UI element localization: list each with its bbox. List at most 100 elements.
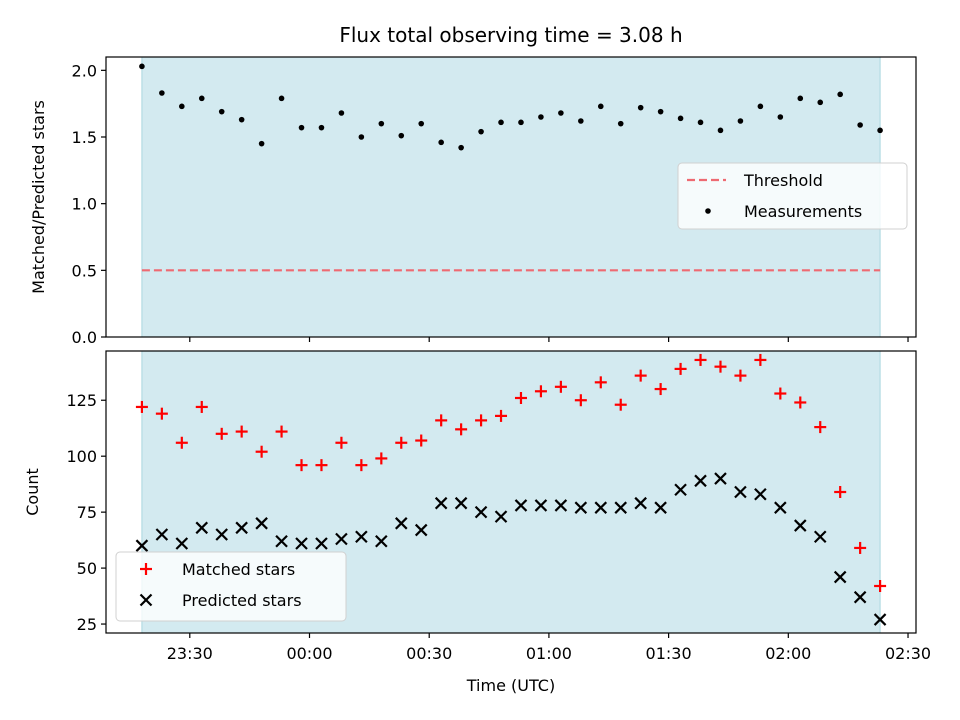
matched-star-point — [315, 459, 328, 472]
measurement-point — [298, 124, 305, 131]
predicted-star-point — [774, 501, 787, 514]
matched-star-point — [694, 353, 707, 366]
measurement-point — [777, 114, 784, 120]
matched-star-point — [475, 414, 488, 427]
matched-star-point — [734, 369, 747, 382]
matched-star-point — [295, 459, 308, 472]
predicted-star-point — [674, 483, 687, 497]
matched-star-point — [395, 436, 408, 449]
x-tick-label: 02:30 — [885, 644, 931, 663]
predicted-star-point — [514, 499, 528, 512]
measurement-point — [378, 120, 385, 127]
predicted-legend-swatch — [139, 593, 153, 607]
measurement-point — [458, 144, 464, 151]
legend-label: Threshold — [743, 171, 823, 190]
matched-star-point — [495, 409, 508, 422]
x-tick-label: 01:30 — [646, 644, 692, 663]
predicted-star-point — [195, 521, 209, 535]
predicted-star-point — [714, 472, 727, 485]
y-tick-label: 125 — [66, 391, 97, 410]
matched-star-point — [654, 383, 667, 396]
matched-star-point — [514, 392, 527, 404]
measurement-point — [218, 108, 225, 115]
matched-star-point — [275, 425, 288, 438]
legend-label: Matched stars — [182, 560, 295, 579]
predicted-star-point — [853, 590, 867, 604]
matched-star-point — [854, 541, 867, 554]
measurements-legend-swatch — [705, 208, 711, 214]
predicted-star-point — [474, 505, 488, 519]
measurement-point — [398, 132, 405, 139]
measurement-point — [498, 119, 504, 126]
matched-star-point — [435, 414, 448, 427]
measurement-point — [318, 124, 325, 131]
predicted-star-point — [594, 501, 608, 514]
matched-star-point — [714, 360, 727, 373]
predicted-star-point — [654, 501, 667, 514]
predicted-star-point — [335, 532, 348, 546]
matched-star-point — [594, 376, 607, 389]
matched-star-point — [455, 423, 468, 436]
y-tick-label: 50 — [77, 559, 97, 578]
measurement-point — [198, 95, 205, 102]
measurement-point — [877, 127, 883, 134]
measurement-point — [677, 115, 684, 122]
y-axis-label: Count — [23, 468, 42, 516]
measurement-point — [578, 118, 584, 124]
measurement-point — [358, 134, 365, 140]
x-axis-label: Time (UTC) — [466, 676, 555, 695]
axes-frame — [105, 350, 917, 634]
predicted-star-point — [794, 519, 807, 532]
matched-legend-swatch — [140, 563, 152, 575]
y-tick-label: 25 — [77, 615, 97, 634]
y-tick-label: 0.0 — [72, 328, 97, 347]
predicted-star-point — [534, 499, 548, 512]
predicted-star-point — [554, 499, 568, 512]
matched-star-point — [834, 486, 847, 498]
matched-star-point — [554, 380, 567, 393]
legend: Matched stars Predicted stars — [115, 551, 347, 622]
x-tick-label: 01:00 — [526, 644, 572, 663]
predicted-star-point — [375, 534, 388, 548]
matched-star-point — [255, 445, 268, 458]
x-tick-label: 23:30 — [167, 644, 213, 663]
measurement-point — [338, 110, 345, 116]
predicted-star-point — [734, 485, 747, 499]
matched-star-point — [874, 580, 887, 592]
matched-star-point — [614, 398, 627, 411]
ratio-panel: 0.0 0.5 1.0 1.5 2.0 Matched/Predicted stars Th… — [29, 56, 917, 347]
measurement-point — [817, 99, 824, 106]
x-tick-label: 00:00 — [286, 644, 332, 663]
matched-star-point — [135, 400, 148, 413]
matched-star-point — [754, 353, 767, 366]
measurement-point — [737, 118, 744, 124]
legend-box — [115, 551, 347, 622]
measurement-point — [278, 95, 285, 102]
measurement-point — [717, 127, 724, 134]
y-tick-label: 2.0 — [72, 61, 97, 80]
predicted-star-point — [175, 537, 189, 550]
measurement-point — [438, 139, 444, 146]
measurement-point — [757, 103, 764, 110]
predicted-star-point — [135, 539, 149, 552]
matched-star-point — [415, 434, 428, 447]
measurement-point — [697, 119, 704, 126]
matched-star-point — [375, 452, 388, 465]
matched-star-point — [215, 427, 228, 440]
measurement-point — [558, 110, 564, 116]
predicted-star-point — [434, 496, 448, 510]
predicted-star-point — [833, 570, 847, 584]
y-tick-label: 1.0 — [72, 195, 97, 214]
predicted-star-point — [454, 496, 468, 510]
measurement-point — [139, 63, 145, 70]
legend-box — [677, 162, 908, 230]
count-panel: 25 50 75 100 125 Count 23:30 00:00 00:30 01:00 01:… — [23, 350, 931, 663]
measurement-point — [238, 116, 245, 123]
measurement-point — [857, 122, 863, 128]
measurement-point — [179, 103, 185, 110]
predicted-star-point — [414, 523, 428, 537]
matched-star-point — [634, 369, 647, 382]
matched-star-point — [674, 362, 687, 375]
measurement-point — [478, 128, 484, 135]
